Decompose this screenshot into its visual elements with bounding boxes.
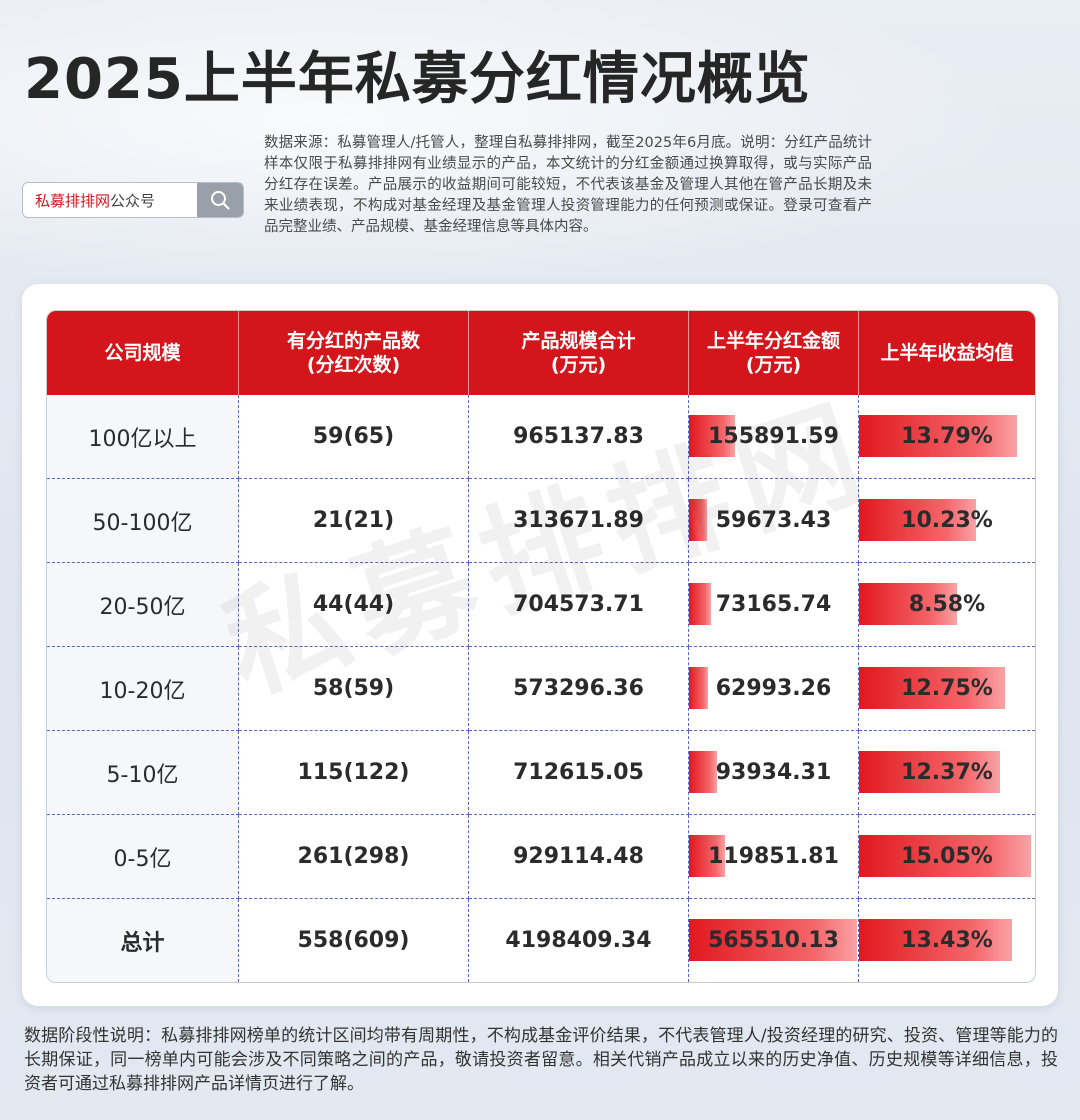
dividend-bar <box>689 415 736 457</box>
dividend-cell: 59673.43 <box>689 479 859 563</box>
return-cell: 15.05% <box>859 815 1035 899</box>
dividend-bar <box>689 667 708 709</box>
dividend-cell: 73165.74 <box>689 563 859 647</box>
return-value: 8.58% <box>908 592 986 617</box>
scale-cell: 0-5亿 <box>47 815 239 899</box>
aum-cell: 929114.48 <box>469 815 689 899</box>
column-header-line: (万元) <box>550 354 607 376</box>
aum-cell: 313671.89 <box>469 479 689 563</box>
return-value: 12.37% <box>901 760 993 785</box>
column-header: 上半年分红金额 (万元) <box>689 311 859 395</box>
table-row: 5-10亿 115(122) 712615.05 93934.31 12.37% <box>47 731 1035 815</box>
background-glow <box>0 0 1080 300</box>
return-value: 13.79% <box>901 424 993 449</box>
aum-cell: 573296.36 <box>469 647 689 731</box>
table-header-row: 公司规模 有分红的产品数 (分红次数) 产品规模合计 (万元) 上半年分红金额 (万元) 上半… <box>47 311 1035 395</box>
count-cell: 21(21) <box>239 479 469 563</box>
return-cell: 12.37% <box>859 731 1035 815</box>
page-title: 2025上半年私募分红情况概览 <box>24 47 811 112</box>
column-header: 公司规模 <box>47 311 239 395</box>
search-button[interactable] <box>197 183 243 217</box>
table-row: 50-100亿 21(21) 313671.89 59673.43 10.23% <box>47 479 1035 563</box>
return-bar <box>859 415 1017 457</box>
dividend-cell: 119851.81 <box>689 815 859 899</box>
column-header-line: 公司规模 <box>104 342 181 364</box>
return-cell: 13.79% <box>859 395 1035 479</box>
count-cell: 261(298) <box>239 815 469 899</box>
dividend-cell: 62993.26 <box>689 647 859 731</box>
aum-cell: 704573.71 <box>469 563 689 647</box>
aum-cell: 965137.83 <box>469 395 689 479</box>
return-bar <box>859 919 1013 961</box>
return-bar <box>859 835 1031 877</box>
dividend-cell: 93934.31 <box>689 731 859 815</box>
aum-cell: 4198409.34 <box>469 899 689 982</box>
dividend-value: 62993.26 <box>715 676 832 701</box>
return-cell: 13.43% <box>859 899 1035 982</box>
dividend-bar <box>689 835 725 877</box>
dividend-value: 93934.31 <box>715 760 832 785</box>
return-bar <box>859 499 976 541</box>
search-brand-text: 私募排排网 <box>35 191 111 210</box>
table-row: 10-20亿 58(59) 573296.36 62993.26 12.75% <box>47 647 1035 731</box>
dividend-value: 73165.74 <box>715 592 832 617</box>
dividend-value: 565510.13 <box>708 928 839 953</box>
return-value: 13.43% <box>901 928 993 953</box>
dividend-value: 155891.59 <box>708 424 839 449</box>
scale-cell: 100亿以上 <box>47 395 239 479</box>
count-cell: 58(59) <box>239 647 469 731</box>
return-value: 10.23% <box>901 508 993 533</box>
dividend-bar <box>689 919 857 961</box>
search-suffix-text: 公众号 <box>110 191 156 210</box>
search-label: 私募排排网 公众号 <box>23 183 197 217</box>
search-icon <box>211 191 230 210</box>
source-note: 数据来源：私募管理人/托管人，整理自私募排排网，截至2025年6月底。说明：分红… <box>264 135 872 235</box>
dividend-bar <box>689 583 711 625</box>
column-header: 产品规模合计 (万元) <box>469 311 689 395</box>
dividend-value: 119851.81 <box>708 844 839 869</box>
dividend-cell: 565510.13 <box>689 899 859 982</box>
column-header-line: 上半年分红金额 <box>706 330 840 352</box>
column-header: 有分红的产品数 (分红次数) <box>239 311 469 395</box>
table-body: 100亿以上 59(65) 965137.83 155891.59 13.79% 50-1… <box>47 395 1035 982</box>
scale-cell: 总计 <box>47 899 239 982</box>
column-header-line: (万元) <box>745 354 802 376</box>
return-cell: 12.75% <box>859 647 1035 731</box>
aum-cell: 712615.05 <box>469 731 689 815</box>
table-row: 100亿以上 59(65) 965137.83 155891.59 13.79% <box>47 395 1035 479</box>
count-cell: 115(122) <box>239 731 469 815</box>
table-row: 0-5亿 261(298) 929114.48 119851.81 15.05% <box>47 815 1035 899</box>
dividend-bar <box>689 499 707 541</box>
column-header-line: (分红次数) <box>306 354 401 376</box>
return-value: 12.75% <box>901 676 993 701</box>
return-bar <box>859 751 1001 793</box>
return-value: 15.05% <box>901 844 993 869</box>
scale-cell: 50-100亿 <box>47 479 239 563</box>
column-header: 上半年收益均值 <box>859 311 1035 395</box>
return-bar <box>859 667 1005 709</box>
dividend-table: 公司规模 有分红的产品数 (分红次数) 产品规模合计 (万元) 上半年分红金额 (万元) 上半… <box>46 310 1036 983</box>
return-cell: 8.58% <box>859 563 1035 647</box>
column-header-line: 产品规模合计 <box>521 330 636 352</box>
scale-cell: 5-10亿 <box>47 731 239 815</box>
count-cell: 59(65) <box>239 395 469 479</box>
footer-note: 数据阶段性说明：私募排排网榜单的统计区间均带有周期性，不构成基金评价结果，不代表… <box>24 1026 1058 1094</box>
dividend-cell: 155891.59 <box>689 395 859 479</box>
column-header-line: 上半年收益均值 <box>880 342 1014 364</box>
dividend-value: 59673.43 <box>715 508 832 533</box>
scale-cell: 10-20亿 <box>47 647 239 731</box>
table-row: 20-50亿 44(44) 704573.71 73165.74 8.58% <box>47 563 1035 647</box>
column-header-line: 有分红的产品数 <box>286 330 420 352</box>
dividend-bar <box>689 751 717 793</box>
count-cell: 558(609) <box>239 899 469 982</box>
scale-cell: 20-50亿 <box>47 563 239 647</box>
table-row: 总计 558(609) 4198409.34 565510.13 13.43% <box>47 899 1035 982</box>
return-cell: 10.23% <box>859 479 1035 563</box>
search-box[interactable]: 私募排排网 公众号 <box>22 182 244 218</box>
return-bar <box>859 583 958 625</box>
count-cell: 44(44) <box>239 563 469 647</box>
